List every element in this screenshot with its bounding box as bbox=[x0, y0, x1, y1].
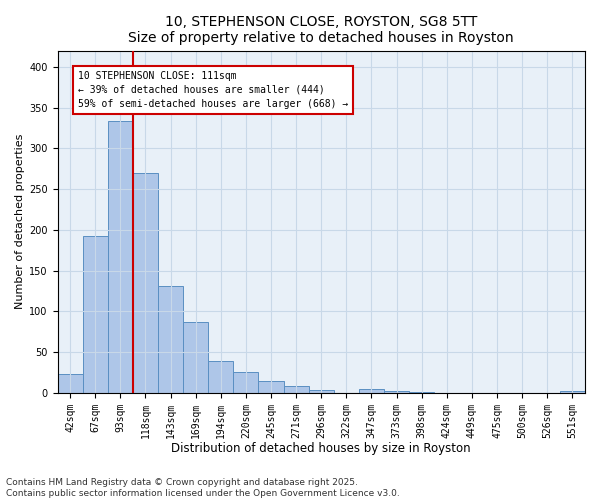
Bar bbox=[233, 372, 259, 393]
Bar bbox=[284, 386, 308, 393]
Bar bbox=[259, 382, 284, 393]
Bar bbox=[158, 286, 183, 393]
Bar bbox=[208, 361, 233, 393]
Bar bbox=[183, 322, 208, 393]
Text: Contains HM Land Registry data © Crown copyright and database right 2025.
Contai: Contains HM Land Registry data © Crown c… bbox=[6, 478, 400, 498]
Bar bbox=[384, 391, 409, 393]
Bar bbox=[308, 390, 334, 393]
Title: 10, STEPHENSON CLOSE, ROYSTON, SG8 5TT
Size of property relative to detached hou: 10, STEPHENSON CLOSE, ROYSTON, SG8 5TT S… bbox=[128, 15, 514, 45]
Bar bbox=[58, 374, 83, 393]
Bar bbox=[133, 173, 158, 393]
Bar bbox=[83, 236, 108, 393]
Bar bbox=[560, 391, 585, 393]
X-axis label: Distribution of detached houses by size in Royston: Distribution of detached houses by size … bbox=[172, 442, 471, 455]
Text: 10 STEPHENSON CLOSE: 111sqm
← 39% of detached houses are smaller (444)
59% of se: 10 STEPHENSON CLOSE: 111sqm ← 39% of det… bbox=[77, 71, 348, 109]
Bar bbox=[409, 392, 434, 393]
Bar bbox=[108, 122, 133, 393]
Bar bbox=[359, 389, 384, 393]
Y-axis label: Number of detached properties: Number of detached properties bbox=[15, 134, 25, 310]
